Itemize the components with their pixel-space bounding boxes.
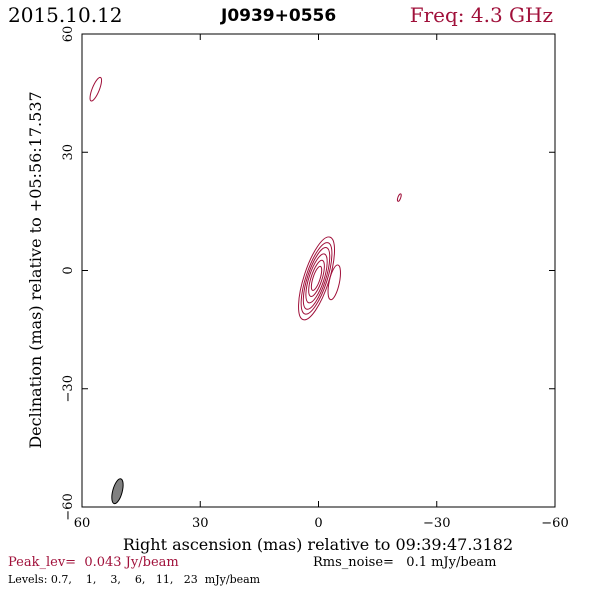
x-tick-label: 60 bbox=[74, 516, 91, 531]
plot-frame bbox=[81, 33, 556, 508]
source-name: J0939+0556 bbox=[220, 6, 336, 26]
contour-ellipse bbox=[305, 253, 328, 304]
rms-noise: Rms_noise= 0.1 mJy/beam bbox=[313, 555, 496, 570]
x-tick-label: −60 bbox=[541, 516, 568, 531]
axis-ticks bbox=[81, 33, 556, 508]
y-tick-label: 60 bbox=[61, 26, 76, 43]
peak-level: Peak_lev= 0.043 Jy/beam bbox=[8, 555, 179, 570]
y-tick-label: −60 bbox=[61, 493, 76, 520]
observation-date: 2015.10.12 bbox=[8, 3, 123, 27]
contour-ellipse bbox=[298, 236, 336, 321]
y-tick-label: 30 bbox=[61, 144, 76, 161]
beam-ellipse bbox=[111, 478, 124, 505]
contour-lines bbox=[89, 76, 402, 321]
contour-ellipse bbox=[308, 259, 325, 297]
frequency-label: Freq: 4.3 GHz bbox=[410, 3, 553, 27]
y-tick-label: −30 bbox=[61, 375, 76, 402]
contour-ellipse bbox=[89, 76, 103, 102]
contour-ellipse bbox=[327, 264, 341, 301]
x-tick-label: −30 bbox=[423, 516, 450, 531]
contour-ellipse bbox=[302, 247, 331, 310]
contour-ellipse bbox=[310, 265, 323, 291]
beam-shape bbox=[111, 478, 124, 505]
contour-ellipse bbox=[300, 242, 333, 315]
contour-levels: Levels: 0.7, 1, 3, 6, 11, 23 mJy/beam bbox=[8, 573, 261, 586]
x-axis-label: Right ascension (mas) relative to 09:39:… bbox=[123, 535, 513, 554]
y-tick-label: 0 bbox=[61, 266, 76, 274]
y-axis-label: Declination (mas) relative to +05:56:17.… bbox=[26, 91, 45, 448]
x-tick-label: 0 bbox=[314, 516, 322, 531]
axis-tick-labels: 60 30 0 −30 −60 −60 −30 0 30 60 bbox=[61, 26, 569, 531]
x-tick-label: 30 bbox=[192, 516, 209, 531]
contour-ellipse bbox=[396, 193, 402, 202]
